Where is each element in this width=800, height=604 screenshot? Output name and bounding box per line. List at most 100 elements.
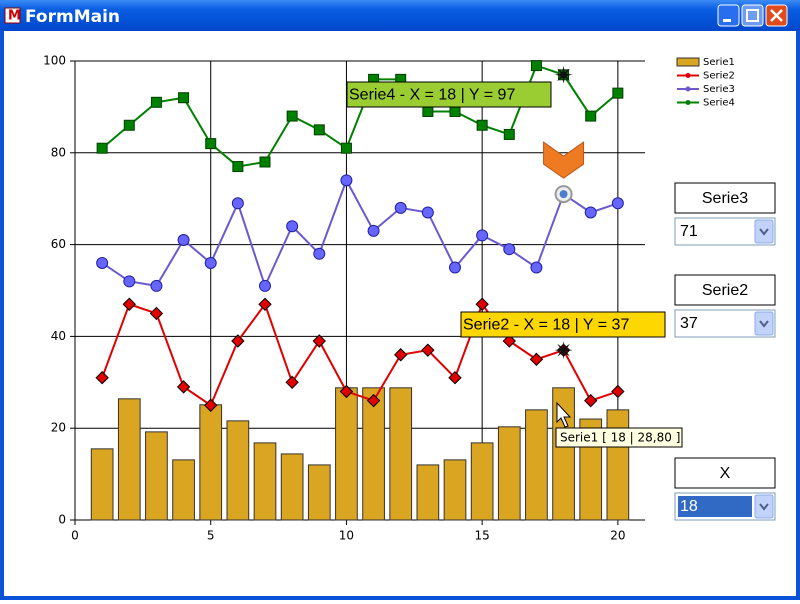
annotation-text: Serie2 - X = 18 | Y = 37	[463, 317, 629, 334]
marker	[421, 206, 434, 219]
marker	[340, 174, 353, 187]
marker	[422, 105, 434, 117]
highlight-dot	[559, 190, 568, 199]
marker	[449, 261, 461, 274]
y-tick-label: 40	[51, 329, 66, 343]
bar	[172, 459, 195, 521]
marker	[313, 124, 325, 136]
combobox[interactable]: 37	[674, 309, 776, 338]
combobox-selection	[678, 496, 752, 517]
legend-label: Serie2	[703, 71, 735, 82]
marker	[231, 334, 245, 348]
bar	[335, 387, 358, 521]
marker	[339, 384, 354, 399]
marker	[96, 142, 108, 154]
marker	[123, 119, 135, 131]
highlight-arrow	[543, 141, 585, 179]
marker	[421, 343, 435, 357]
tooltip-text: Serie1 [ 18 | 28,80 ]	[560, 431, 680, 445]
y-tick-label: 100	[43, 54, 66, 68]
x-tick-label: 10	[339, 529, 354, 543]
control-label-box	[674, 182, 776, 214]
marker	[530, 60, 542, 72]
bar	[552, 387, 575, 521]
bar	[606, 409, 630, 521]
marker	[122, 297, 136, 311]
control-label-box	[674, 457, 776, 489]
marker	[584, 206, 597, 219]
legend-marker	[685, 86, 691, 92]
x-tick-label: 0	[71, 529, 79, 543]
combobox-value: 37	[680, 315, 698, 332]
combobox-button[interactable]	[754, 311, 774, 336]
marker	[612, 87, 624, 99]
x-tick-label: 15	[475, 529, 490, 543]
marker	[178, 92, 190, 104]
close-button[interactable]	[765, 4, 788, 27]
annotation-box	[460, 311, 666, 338]
app-icon	[4, 7, 21, 24]
marker	[340, 142, 352, 154]
marker	[394, 348, 408, 362]
minimize-button[interactable]	[717, 4, 740, 27]
y-tick-label: 60	[51, 237, 66, 251]
bar	[497, 426, 521, 521]
marker	[476, 119, 488, 131]
marker	[204, 398, 218, 412]
bar	[226, 420, 250, 521]
y-tick-label: 20	[51, 421, 66, 435]
mouse-cursor	[556, 401, 572, 428]
marker	[150, 96, 162, 108]
y-tick-label: 0	[58, 513, 66, 527]
combobox-value: 18	[680, 498, 698, 515]
legend-label: Serie4	[703, 98, 735, 109]
bar	[443, 459, 467, 521]
marker	[204, 256, 217, 269]
marker	[286, 220, 299, 233]
title-bar	[0, 0, 800, 31]
legend-swatch	[676, 57, 700, 67]
marker	[366, 393, 381, 408]
marker	[503, 128, 515, 140]
tooltip-box	[555, 427, 683, 448]
combobox[interactable]: 18	[674, 492, 776, 521]
x-tick-label: 5	[207, 529, 215, 543]
marker	[611, 197, 624, 210]
combobox[interactable]: 71	[674, 217, 776, 246]
marker	[312, 334, 326, 348]
marker	[448, 371, 462, 385]
marker	[176, 380, 191, 394]
marker	[584, 393, 598, 408]
legend-marker	[685, 100, 691, 105]
maximize-button[interactable]	[741, 4, 764, 27]
combobox-arrow	[759, 228, 769, 236]
bar	[470, 442, 494, 521]
marker	[231, 197, 244, 210]
bar	[525, 409, 548, 521]
combobox-button[interactable]	[754, 219, 774, 244]
control-label: X	[720, 465, 731, 482]
combobox-value: 71	[680, 223, 698, 240]
marker	[259, 279, 271, 292]
marker	[232, 161, 244, 173]
combobox-arrow	[759, 503, 769, 511]
marker	[95, 371, 109, 385]
marker	[475, 297, 489, 311]
bar	[90, 448, 114, 521]
marker	[529, 352, 544, 367]
marker	[286, 110, 298, 122]
chart: 0 20 40 60 80 100 0 5 10 15 20 Serie4 - X = 18 | Y …	[43, 54, 735, 543]
marker	[367, 224, 380, 237]
app-icon-glyph: M	[8, 9, 21, 24]
marker	[530, 261, 543, 274]
bar	[389, 387, 413, 521]
bar	[253, 442, 277, 521]
marker	[502, 334, 516, 348]
marker	[313, 247, 326, 260]
bar	[199, 404, 223, 521]
marker	[177, 234, 190, 247]
combobox-button[interactable]	[754, 494, 774, 519]
